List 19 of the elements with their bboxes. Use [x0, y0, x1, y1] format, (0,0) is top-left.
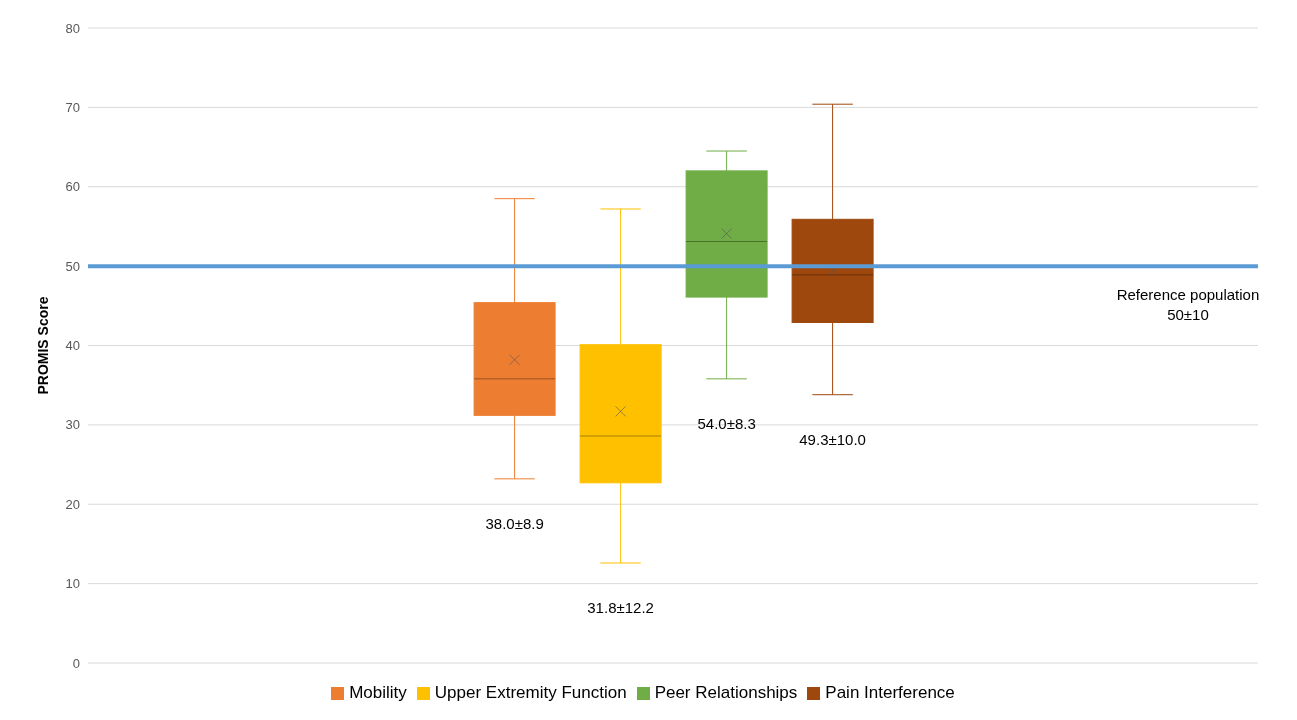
- annotation: 49.3±10.0: [799, 430, 866, 448]
- ref-line-label: Reference population 50±10: [1116, 286, 1260, 324]
- legend-label: Mobility: [349, 683, 407, 703]
- y-axis-title: PROMIS Score: [34, 296, 51, 395]
- y-tick-label: 70: [65, 99, 80, 115]
- annotation: 38.0±8.9: [485, 514, 544, 532]
- y-tick-label: 0: [72, 655, 80, 671]
- legend-label: Upper Extremity Function: [434, 683, 627, 703]
- legend-label: Peer Relationships: [654, 683, 798, 703]
- legend-label: Pain Interference: [825, 683, 955, 703]
- y-tick-label: 10: [65, 576, 80, 592]
- y-tick-label: 80: [65, 20, 80, 36]
- y-tick-label: 50: [65, 258, 80, 274]
- y-tick-label: 40: [65, 338, 80, 354]
- annotation: 31.8±12.2: [587, 598, 654, 616]
- y-tick-label: 30: [65, 417, 80, 433]
- y-tick-label: 60: [65, 179, 80, 195]
- y-tick-label: 20: [65, 496, 80, 512]
- annotation: 54.0±8.3: [697, 414, 756, 432]
